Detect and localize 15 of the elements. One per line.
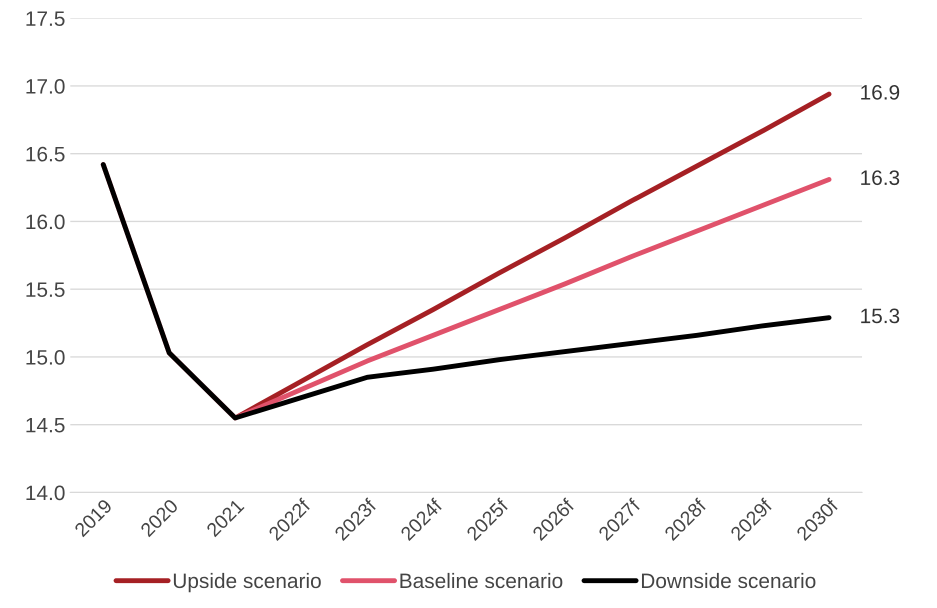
data-label: 16.9 xyxy=(861,84,900,100)
y-tick-label: 14.0 xyxy=(26,485,65,500)
data-label: 15.3 xyxy=(861,308,900,324)
data-label: 16.3 xyxy=(861,170,900,186)
y-tick-label: 14.5 xyxy=(26,418,65,432)
y-tick-label: 17.0 xyxy=(26,78,65,94)
y-tick-label: 16.0 xyxy=(26,214,65,230)
y-tick-label: 17.5 xyxy=(26,11,65,26)
y-tick-label: 15.5 xyxy=(26,282,65,297)
y-tick-label: 15.0 xyxy=(26,350,65,365)
line-series xyxy=(100,162,832,420)
legend-label: Downside scenario xyxy=(642,572,816,588)
y-tick-label: 16.5 xyxy=(26,146,65,162)
legend-label: Upside scenario xyxy=(174,572,321,592)
legend-label: Baseline scenario xyxy=(400,572,562,588)
